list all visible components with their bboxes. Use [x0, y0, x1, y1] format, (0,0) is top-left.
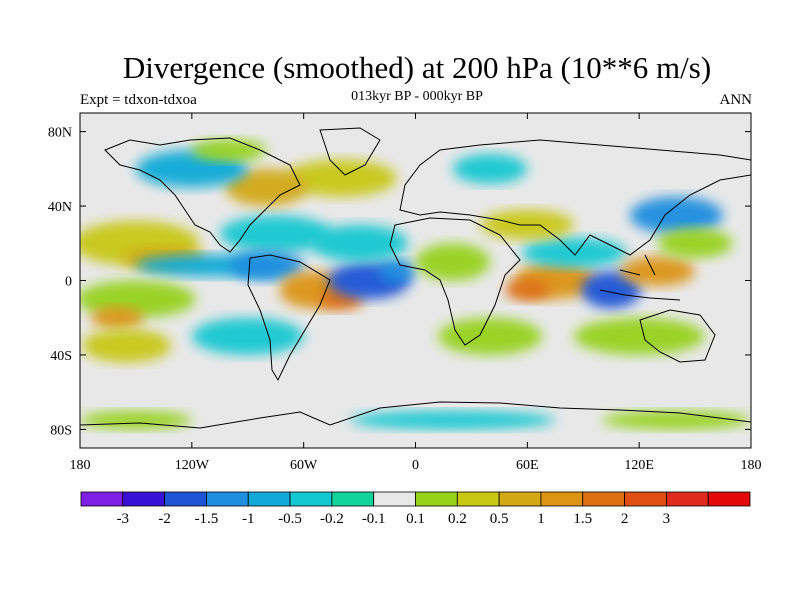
- field-blob: [452, 153, 528, 184]
- field-blob: [225, 168, 308, 207]
- lat-tick-label: 80N: [48, 126, 72, 141]
- colorbar-label: 0.5: [490, 511, 509, 527]
- colorbar-swatch: [331, 491, 375, 507]
- lon-tick-label: 60E: [516, 458, 539, 473]
- lon-tick-label: 120E: [624, 458, 654, 473]
- latitude-axis: 80N 40N 0 40S 80S: [48, 126, 751, 438]
- field-blob: [657, 228, 733, 259]
- lon-tick-label: 180: [70, 458, 91, 473]
- field-blob: [80, 410, 192, 430]
- lat-tick-label: 40S: [50, 349, 72, 364]
- colorbar-swatch: [498, 491, 542, 507]
- colorbar-swatch: [707, 491, 751, 507]
- colorbar-label: 3: [663, 511, 671, 527]
- map-title: Divergence (smoothed) at 200 hPa (10**6 …: [122, 50, 712, 85]
- colorbar-label: -1.5: [195, 511, 219, 527]
- colorbar-label: -0.5: [278, 511, 302, 527]
- colorbar-swatch: [164, 491, 207, 507]
- colorbar-swatch: [80, 491, 124, 507]
- lon-tick-label: 180: [741, 458, 762, 473]
- field-blob: [285, 159, 397, 197]
- coastline-north-america: [104, 137, 301, 253]
- field-blob: [191, 139, 267, 162]
- colorbar-swatch: [540, 491, 584, 507]
- field-blob: [191, 317, 304, 355]
- field-blob: [504, 278, 550, 301]
- longitude-axis: 180 120W 60W 0 60E 120E 180: [70, 113, 762, 473]
- lat-tick-label: 80S: [50, 423, 72, 438]
- colorbar-label: -3: [117, 511, 130, 527]
- field-blob: [378, 260, 416, 283]
- colorbar-label: 0.1: [406, 511, 425, 527]
- experiment-label: Expt = tdxon-tdxoa: [80, 92, 197, 108]
- colorbar: -3 -2 -1.5 -1 -0.5 -0.2 -0.1 0.1 0.2 0.5 1 1.5 2 3: [80, 491, 751, 527]
- field-blob: [629, 196, 724, 234]
- lat-tick-label: 40N: [48, 200, 72, 215]
- field-blob: [581, 271, 642, 309]
- field-blob: [601, 410, 751, 430]
- lon-tick-label: 0: [412, 458, 419, 473]
- season-label: ANN: [719, 92, 753, 108]
- divergence-field: [80, 139, 751, 430]
- field-blob: [620, 256, 696, 287]
- colorbar-swatch: [122, 491, 166, 507]
- colorbar-swatch: [247, 491, 291, 507]
- colorbar-label: 0.2: [448, 511, 467, 527]
- coastline-africa: [389, 217, 521, 346]
- lon-tick-label: 60W: [290, 458, 318, 473]
- field-blob: [219, 215, 332, 253]
- colorbar-swatch: [415, 491, 458, 507]
- colorbar-swatch: [456, 491, 500, 507]
- colorbar-swatch: [289, 491, 333, 507]
- field-blob: [81, 328, 172, 363]
- field-blob: [350, 410, 556, 430]
- colorbar-swatch: [206, 491, 249, 507]
- field-blob: [437, 317, 543, 355]
- colorbar-label: 1: [537, 511, 545, 527]
- coastline-eurasia: [399, 139, 751, 256]
- colorbar-label: -0.2: [320, 511, 344, 527]
- map-subtitle: 013kyr BP - 000kyr BP: [351, 89, 483, 104]
- field-blob: [521, 237, 627, 268]
- field-blob: [91, 306, 144, 329]
- colorbar-label: 2: [621, 511, 629, 527]
- coastline-australia: [639, 309, 716, 363]
- field-blob: [415, 243, 491, 281]
- colorbar-label: -1: [242, 511, 255, 527]
- colorbar-swatch: [373, 491, 416, 507]
- coastline-south-america: [247, 254, 331, 382]
- coastline-antarctica: [80, 401, 751, 429]
- colorbar-swatch: [665, 491, 709, 507]
- lat-tick-label: 0: [65, 275, 72, 290]
- colorbar-swatch: [582, 491, 625, 507]
- field-blob: [573, 317, 705, 355]
- colorbar-label: -2: [158, 511, 171, 527]
- colorbar-swatch: [624, 491, 667, 507]
- lon-tick-label: 120W: [175, 458, 210, 473]
- colorbar-label: -0.1: [362, 511, 386, 527]
- coastline-indonesia: [599, 254, 681, 301]
- coastline-greenland: [319, 127, 381, 176]
- colorbar-label: 1.5: [573, 511, 592, 527]
- coastlines: [80, 127, 751, 429]
- field-blob: [311, 224, 409, 262]
